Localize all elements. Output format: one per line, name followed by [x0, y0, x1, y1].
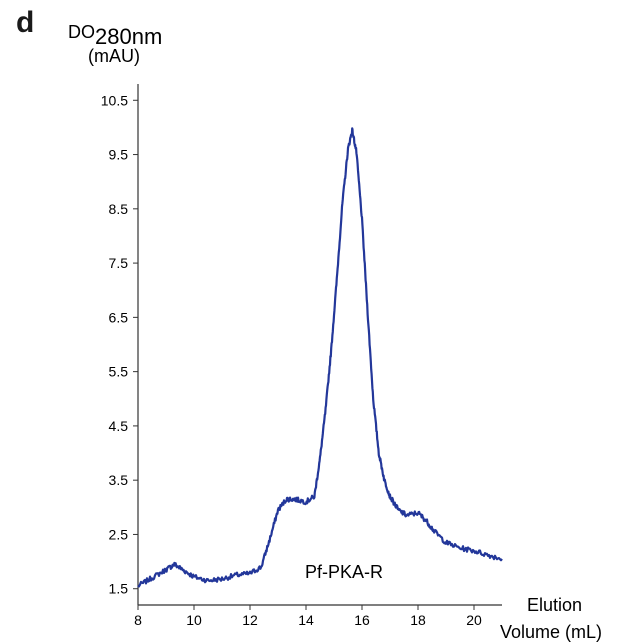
y-tick-label: 5.5: [109, 364, 129, 380]
x-tick-label: 14: [298, 612, 314, 628]
x-axis-label-line1: Elution: [527, 595, 582, 615]
x-tick-label: 20: [466, 612, 482, 628]
y-tick-label: 9.5: [109, 147, 129, 163]
y-tick-label: 7.5: [109, 255, 129, 271]
x-ticks: 8 10 12 14 16 18 20: [134, 605, 482, 628]
y-axis-unit: (mAU): [88, 46, 140, 66]
series-line-pf-pka-r: [137, 127, 503, 588]
y-ticks: 1.5 2.5 3.5 4.5 5.5 6.5 7.5 8.5 9.5 10.5: [101, 92, 138, 597]
x-axis-label-line2: Volume (mL): [500, 622, 602, 642]
x-tick-label: 10: [186, 612, 202, 628]
y-tick-label: 4.5: [109, 418, 129, 434]
x-tick-label: 12: [242, 612, 258, 628]
y-tick-label: 8.5: [109, 201, 129, 217]
y-axis-label: DO280nm: [68, 22, 162, 49]
y-tick-label: 10.5: [101, 92, 128, 108]
x-tick-label: 16: [354, 612, 370, 628]
series-annotation: Pf-PKA-R: [305, 562, 383, 582]
x-tick-label: 8: [134, 612, 142, 628]
panel-label: d: [16, 6, 35, 39]
y-tick-label: 1.5: [109, 581, 129, 597]
y-tick-label: 3.5: [109, 472, 129, 488]
x-tick-label: 18: [410, 612, 426, 628]
y-tick-label: 6.5: [109, 309, 129, 325]
y-tick-label: 2.5: [109, 526, 129, 542]
